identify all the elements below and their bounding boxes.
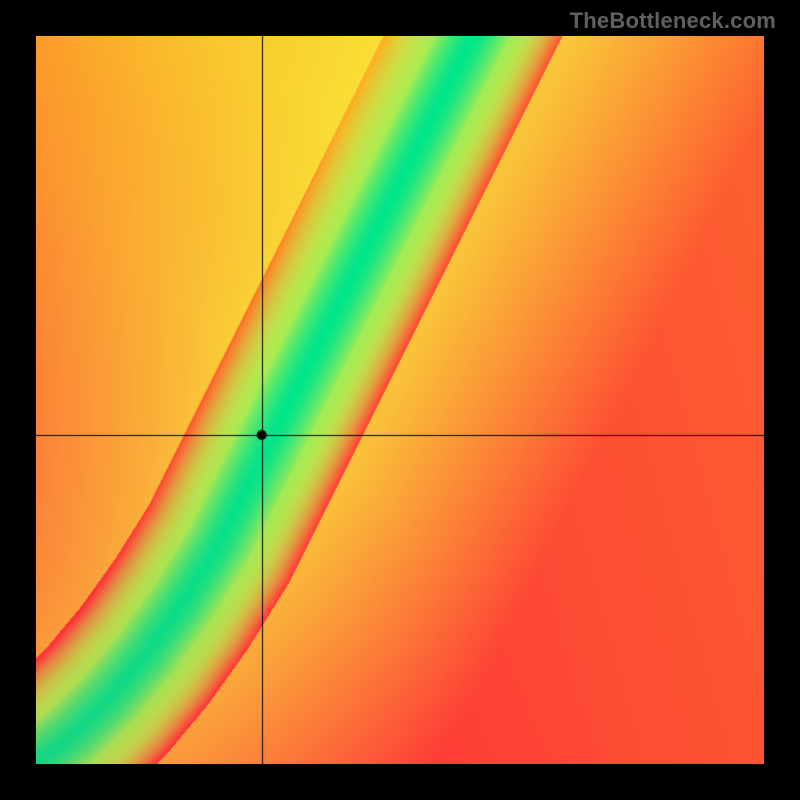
chart-container: TheBottleneck.com (0, 0, 800, 800)
bottleneck-heatmap (36, 36, 764, 764)
watermark-text: TheBottleneck.com (570, 8, 776, 34)
